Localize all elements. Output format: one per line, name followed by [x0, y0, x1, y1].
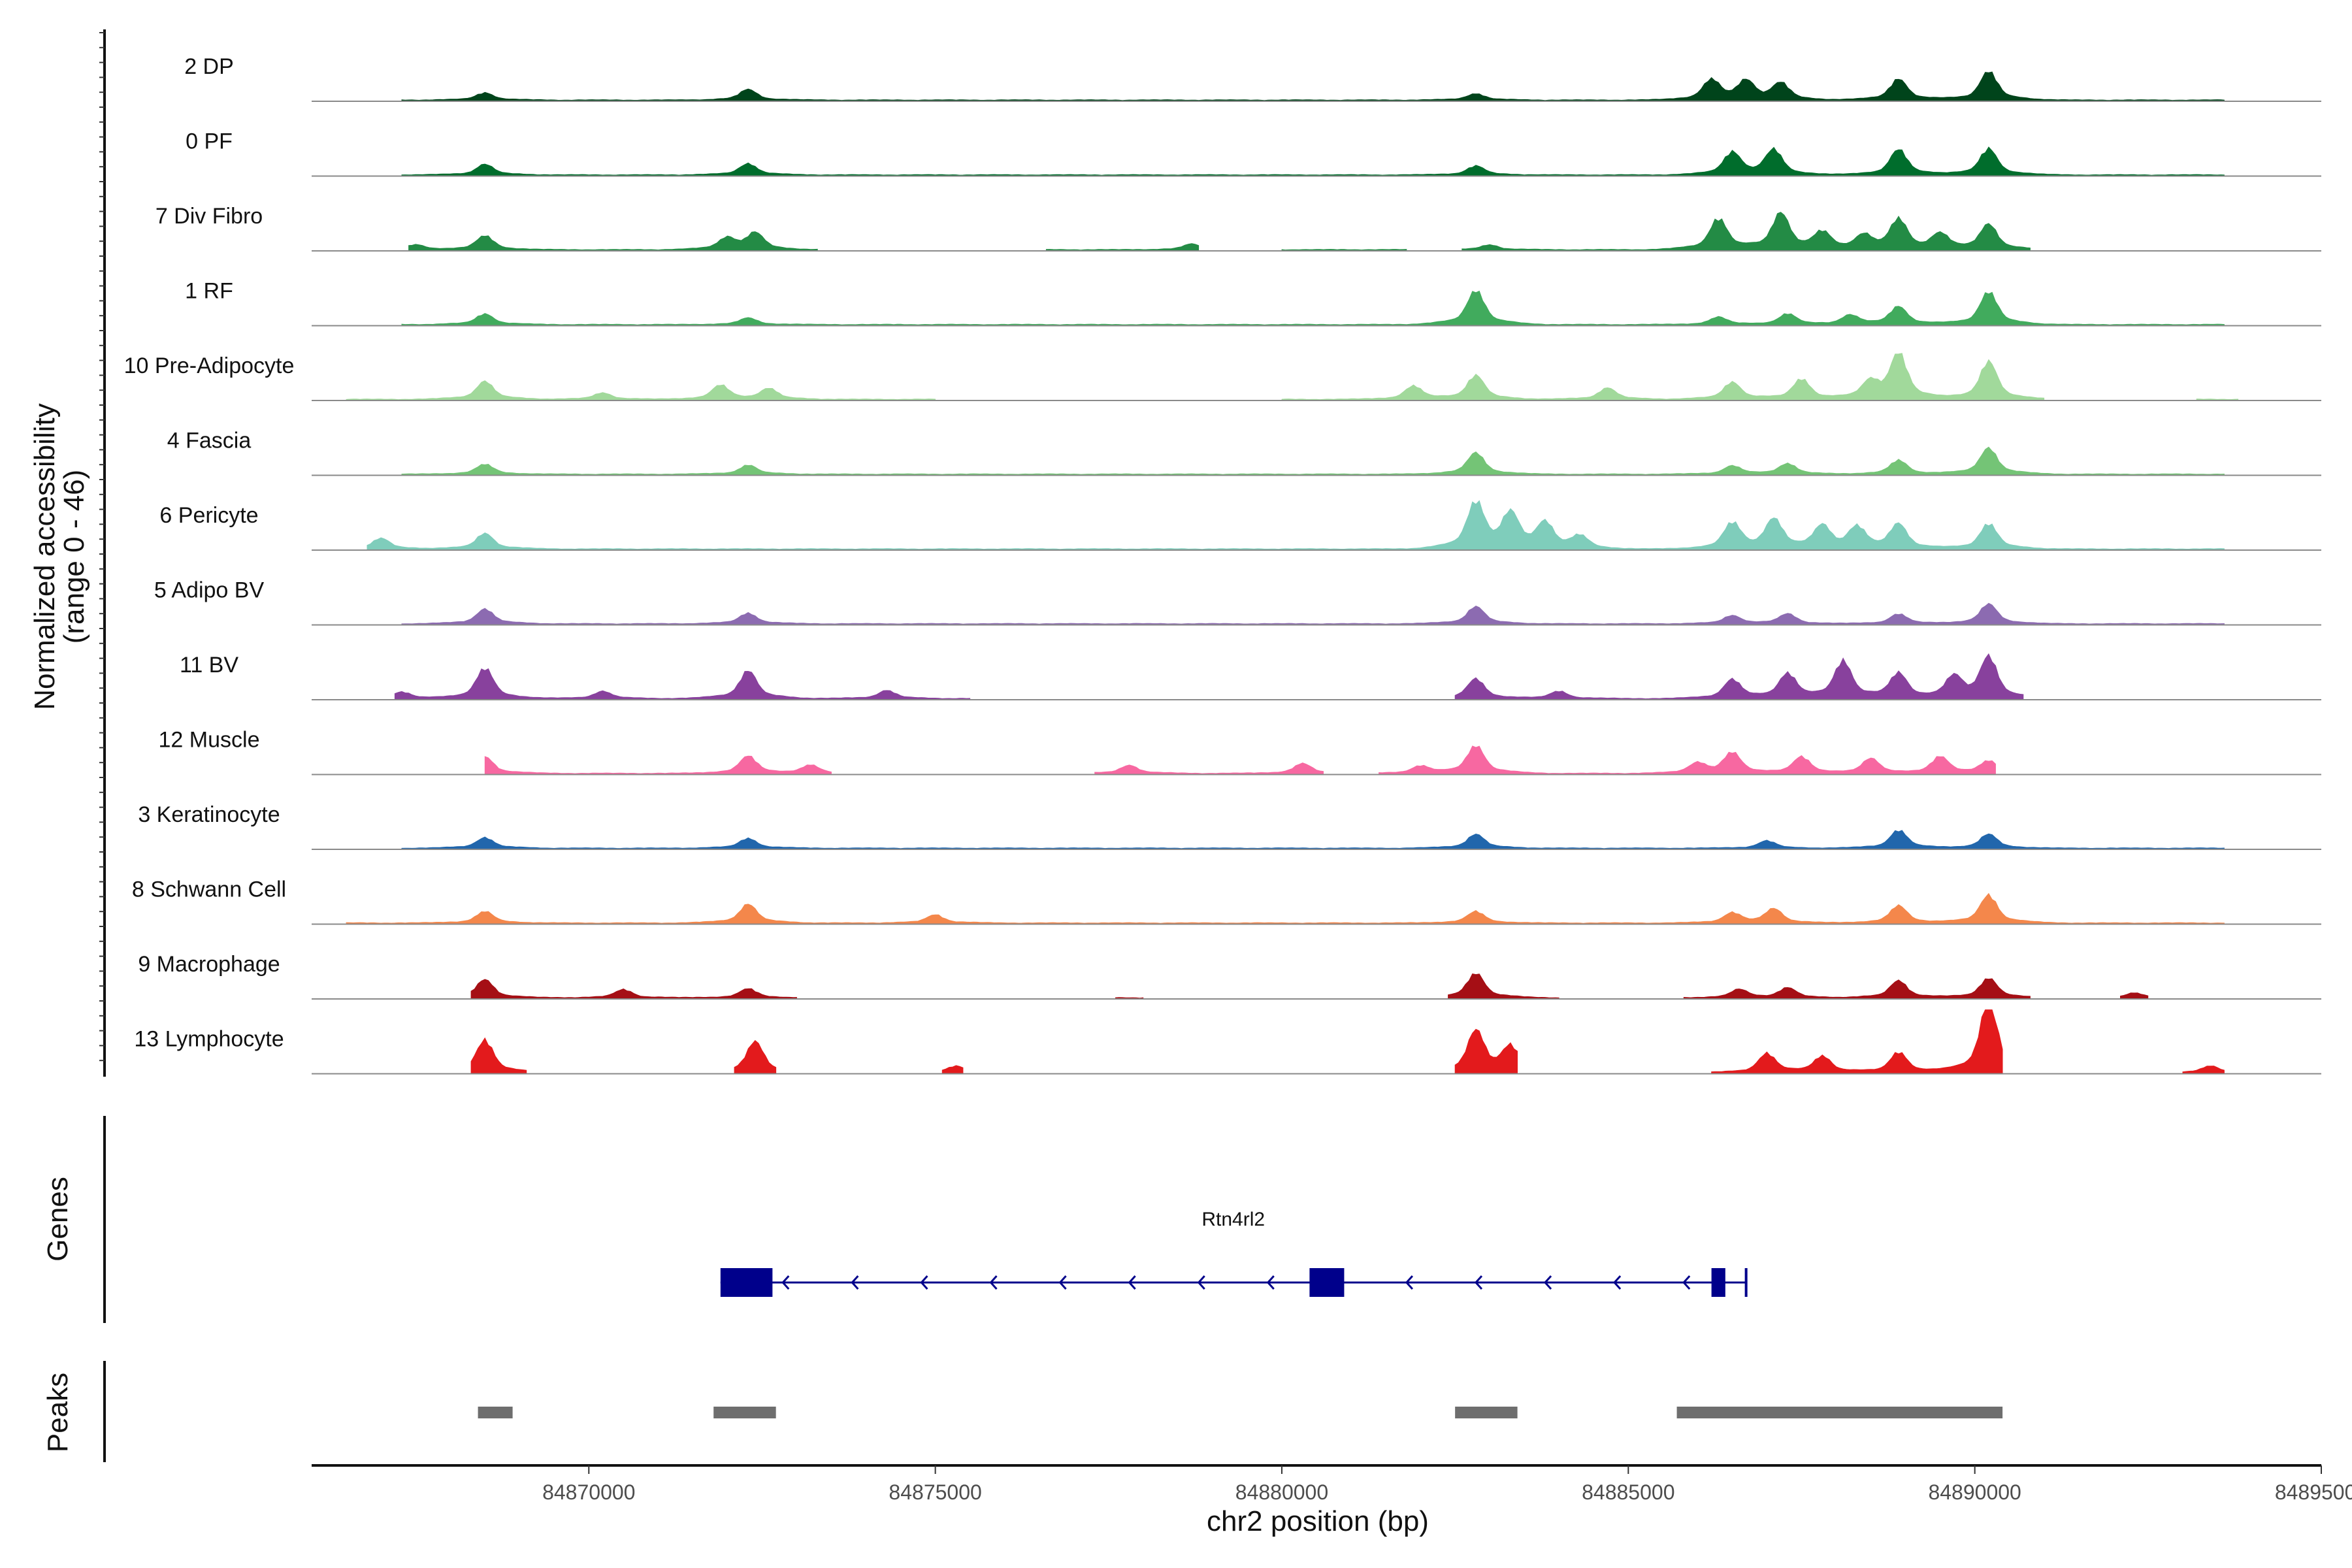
track-label: 6 Pericyte [159, 503, 258, 528]
strand-arrow [1266, 1275, 1275, 1290]
x-tick-label: 84870000 [542, 1480, 635, 1504]
y-axis-title: Normalized accessibility [29, 403, 61, 710]
x-tick-label: 84885000 [1582, 1480, 1674, 1504]
peak-region [713, 1407, 776, 1418]
track-label: 3 Keratinocyte [138, 802, 280, 827]
track-label: 0 PF [186, 129, 233, 154]
strand-arrow [1197, 1275, 1205, 1290]
track-label: 12 Muscle [159, 728, 260, 753]
track-9-macrophage: 9 Macrophage [138, 952, 2321, 1000]
x-axis-ticks: 84870000 84875000 84880000 84885000 84890000… [542, 1465, 2352, 1504]
track-label: 10 Pre-Adipocyte [124, 353, 295, 378]
coverage-area [401, 146, 2225, 176]
coverage-area [401, 830, 2225, 850]
track-5-adipo-bv: 5 Adipo BV [154, 578, 2321, 626]
track-0-pf: 0 PF [186, 129, 2321, 177]
coverage-area [484, 745, 1996, 775]
genes-panel-label: Genes [42, 1177, 74, 1262]
track-1-rf: 1 RF [185, 279, 2321, 327]
track-4-fascia: 4 Fascia [167, 429, 2321, 476]
coverage-area [394, 653, 2024, 700]
track-7-div-fibro: 7 Div Fibro [155, 204, 2321, 252]
track-13-lymphocyte: 13 Lymphocyte [134, 1009, 2321, 1075]
track-11-bv: 11 BV [180, 653, 2321, 700]
track-2-dp: 2 DP [184, 54, 2321, 102]
track-label: 11 BV [180, 653, 238, 678]
track-12-muscle: 12 Muscle [159, 728, 2321, 776]
coverage-tracks: 2 DP 0 PF 7 Div Fibro 1 RF 10 Pre-Adipocyte 4… [124, 54, 2321, 1075]
coverage-area [470, 1009, 2225, 1074]
coverage-area [367, 500, 2225, 551]
strand-arrow [920, 1275, 928, 1290]
coverage-area [346, 353, 2239, 401]
track-3-keratinocyte: 3 Keratinocyte [138, 802, 2321, 850]
strand-arrow [1058, 1275, 1067, 1290]
coverage-area [408, 212, 2031, 252]
track-label: 2 DP [184, 54, 234, 79]
x-tick-label: 84895000 [2275, 1480, 2352, 1504]
strand-arrow [1613, 1275, 1622, 1290]
strand-arrow [1544, 1275, 1552, 1290]
coverage-area [401, 602, 2225, 625]
peak-regions [478, 1407, 2003, 1418]
coverage-area [470, 973, 2149, 1000]
peak-region [1676, 1407, 2003, 1418]
strand-arrow [1405, 1275, 1414, 1290]
track-8-schwann-cell: 8 Schwann Cell [132, 877, 2321, 925]
track-label: 7 Div Fibro [155, 204, 263, 229]
x-tick-label: 84880000 [1235, 1480, 1328, 1504]
track-label: 8 Schwann Cell [132, 877, 286, 902]
x-tick-label: 84890000 [1928, 1480, 2021, 1504]
gene-rtn4rl2: Rtn4rl2 [720, 1209, 1748, 1297]
strand-arrow [851, 1275, 859, 1290]
coverage-area [401, 446, 2225, 476]
strand-arrow [1474, 1275, 1483, 1290]
track-label: 5 Adipo BV [154, 578, 265, 603]
gene-annotation: Rtn4rl2 [720, 1209, 1748, 1297]
coverage-area [346, 892, 2225, 924]
track-label: 13 Lymphocyte [134, 1027, 284, 1052]
coverage-area [401, 71, 2225, 102]
track-6-pericyte: 6 Pericyte [159, 500, 2321, 551]
x-axis-title: chr2 position (bp) [1207, 1505, 1429, 1537]
peak-region [478, 1407, 513, 1418]
strand-arrow [1682, 1275, 1691, 1290]
x-tick-label: 84875000 [889, 1480, 981, 1504]
gene-name: Rtn4rl2 [1201, 1209, 1265, 1230]
y-axis-range: (range 0 - 46) [58, 470, 90, 644]
coverage-area [401, 290, 2225, 326]
strand-arrow [989, 1275, 998, 1290]
gene-exon [720, 1268, 773, 1297]
gene-exon [1309, 1268, 1345, 1297]
peaks-panel-label: Peaks [42, 1373, 74, 1452]
track-label: 4 Fascia [167, 429, 252, 453]
gene-exon [1711, 1268, 1725, 1297]
y-axis-ticks [99, 32, 105, 1062]
strand-arrow [781, 1275, 790, 1290]
track-label: 1 RF [185, 279, 233, 304]
track-10-pre-adipocyte: 10 Pre-Adipocyte [124, 353, 2321, 401]
peak-region [1455, 1407, 1518, 1418]
track-label: 9 Macrophage [138, 952, 280, 977]
strand-arrow [1128, 1275, 1136, 1290]
